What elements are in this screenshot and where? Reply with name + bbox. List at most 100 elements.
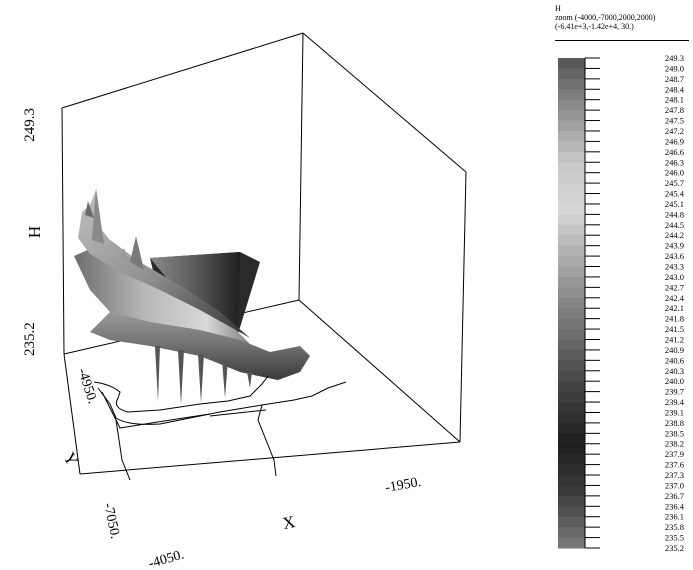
colorbar-tick-label: 248.4 [665, 84, 685, 94]
colorbar-band [558, 78, 585, 90]
legend-view-line: (-6.41e+3,-1.42e+4, 30.) [555, 22, 634, 31]
colorbar-tick-label: 243.9 [665, 241, 684, 251]
colorbar-band [558, 214, 585, 226]
x-axis-label: X [281, 512, 297, 533]
colorbar: 249.3249.0248.7248.4248.1247.8247.5247.2… [558, 53, 685, 553]
surface-spike [130, 236, 144, 270]
colorbar-tick-label: 238.2 [665, 439, 684, 449]
contour-line [209, 409, 267, 417]
colorbar-tick-label: 246.3 [665, 157, 684, 167]
contour-line [93, 375, 269, 413]
z-axis-label: H [25, 226, 44, 238]
colorbar-band [558, 318, 585, 330]
surface [74, 188, 347, 481]
colorbar-band [558, 422, 585, 434]
surface-drip [155, 346, 160, 402]
colorbar-tick-label: 237.6 [665, 460, 684, 470]
colorbar-ticks [584, 57, 600, 549]
legend-zoom-line: zoom (-4000,-7000,2000,2000) [555, 13, 656, 22]
colorbar-band [558, 245, 585, 257]
colorbar-tick-label: 241.2 [665, 334, 684, 344]
colorbar-band [558, 443, 585, 455]
colorbar-tick-label: 244.2 [665, 230, 684, 240]
colorbar-tick-label: 237.3 [665, 470, 684, 480]
colorbar-tick-label: 248.7 [665, 74, 684, 84]
colorbar-band [558, 183, 585, 195]
colorbar-band [558, 99, 585, 111]
colorbar-tick-label: 243.0 [665, 272, 684, 282]
surface-front [90, 312, 310, 380]
colorbar-band [558, 516, 585, 528]
colorbar-band [558, 339, 585, 351]
colorbar-band [558, 475, 585, 486]
colorbar-tick-label: 249.3 [665, 53, 684, 63]
colorbar-band [558, 485, 585, 497]
colorbar-band [558, 297, 585, 309]
colorbar-band [558, 58, 585, 69]
box-edge [298, 299, 461, 443]
colorbar-tick-label: 237.0 [665, 480, 684, 490]
colorbar-band [558, 256, 585, 268]
colorbar-band [558, 412, 585, 424]
box-edge [63, 353, 81, 475]
box-edge [302, 32, 467, 173]
colorbar-tick-label: 247.8 [665, 105, 684, 115]
colorbar-tick-label: 244.8 [665, 209, 684, 219]
colorbar-tick-label: 245.1 [665, 199, 684, 209]
colorbar-band [558, 235, 585, 247]
legend-variable: H [555, 4, 561, 13]
boundary-contour [93, 375, 347, 481]
colorbar-band [558, 120, 585, 132]
colorbar-tick-label: 240.0 [665, 376, 684, 386]
surface-drips [155, 346, 252, 405]
surface-spike [92, 188, 104, 244]
colorbar-band [558, 287, 585, 299]
colorbar-tick-label: 241.5 [665, 324, 684, 334]
colorbar-tick-label: 241.8 [665, 314, 684, 324]
colorbar-tick-label: 236.7 [665, 491, 684, 501]
colorbar-band [558, 68, 585, 80]
colorbar-band [558, 537, 585, 549]
legend-divider [555, 40, 689, 41]
x-tick-label-start: -4050. [147, 547, 186, 570]
colorbar-band [558, 495, 585, 507]
colorbar-band [558, 141, 585, 153]
colorbar-tick-label: 246.6 [665, 147, 684, 157]
colorbar-tick-label: 235.2 [665, 543, 684, 553]
colorbar-tick-label: 249.0 [665, 63, 684, 73]
colorbar-bands [558, 58, 585, 549]
contour-line [101, 391, 211, 429]
colorbar-band [558, 276, 585, 288]
z-tick-label-min: 235.2 [22, 322, 38, 356]
colorbar-band [558, 349, 585, 361]
colorbar-tick-label: 244.5 [665, 220, 684, 230]
box-edge [61, 107, 65, 355]
surface-drip [222, 360, 228, 398]
colorbar-band [558, 370, 585, 382]
colorbar-band [558, 266, 585, 278]
colorbar-labels: 249.3249.0248.7248.4248.1247.8247.5247.2… [665, 53, 685, 553]
box-edge [61, 32, 304, 109]
surface-drip [247, 372, 252, 388]
colorbar-tick-label: 245.7 [665, 178, 684, 188]
colorbar-band [558, 172, 585, 184]
colorbar-band [558, 391, 585, 403]
colorbar-tick-label: 240.9 [665, 345, 684, 355]
colorbar-tick-label: 236.1 [665, 512, 684, 522]
colorbar-band [558, 224, 585, 236]
colorbar-band [558, 308, 585, 320]
colorbar-tick-label: 240.3 [665, 366, 684, 376]
colorbar-band [558, 329, 585, 340]
colorbar-tick-label: 242.1 [665, 303, 684, 313]
colorbar-tick-label: 239.4 [665, 397, 685, 407]
box-edge [459, 171, 467, 443]
colorbar-band [558, 130, 585, 142]
colorbar-tick-label: 238.5 [665, 428, 684, 438]
y-tick-label-end: -7050. [100, 502, 122, 541]
colorbar-tick-label: 238.8 [665, 418, 684, 428]
colorbar-tick-label: 235.8 [665, 522, 684, 532]
colorbar-tick-label: 245.4 [665, 189, 685, 199]
colorbar-band [558, 454, 585, 466]
colorbar-band [558, 151, 585, 163]
colorbar-band [558, 433, 585, 445]
